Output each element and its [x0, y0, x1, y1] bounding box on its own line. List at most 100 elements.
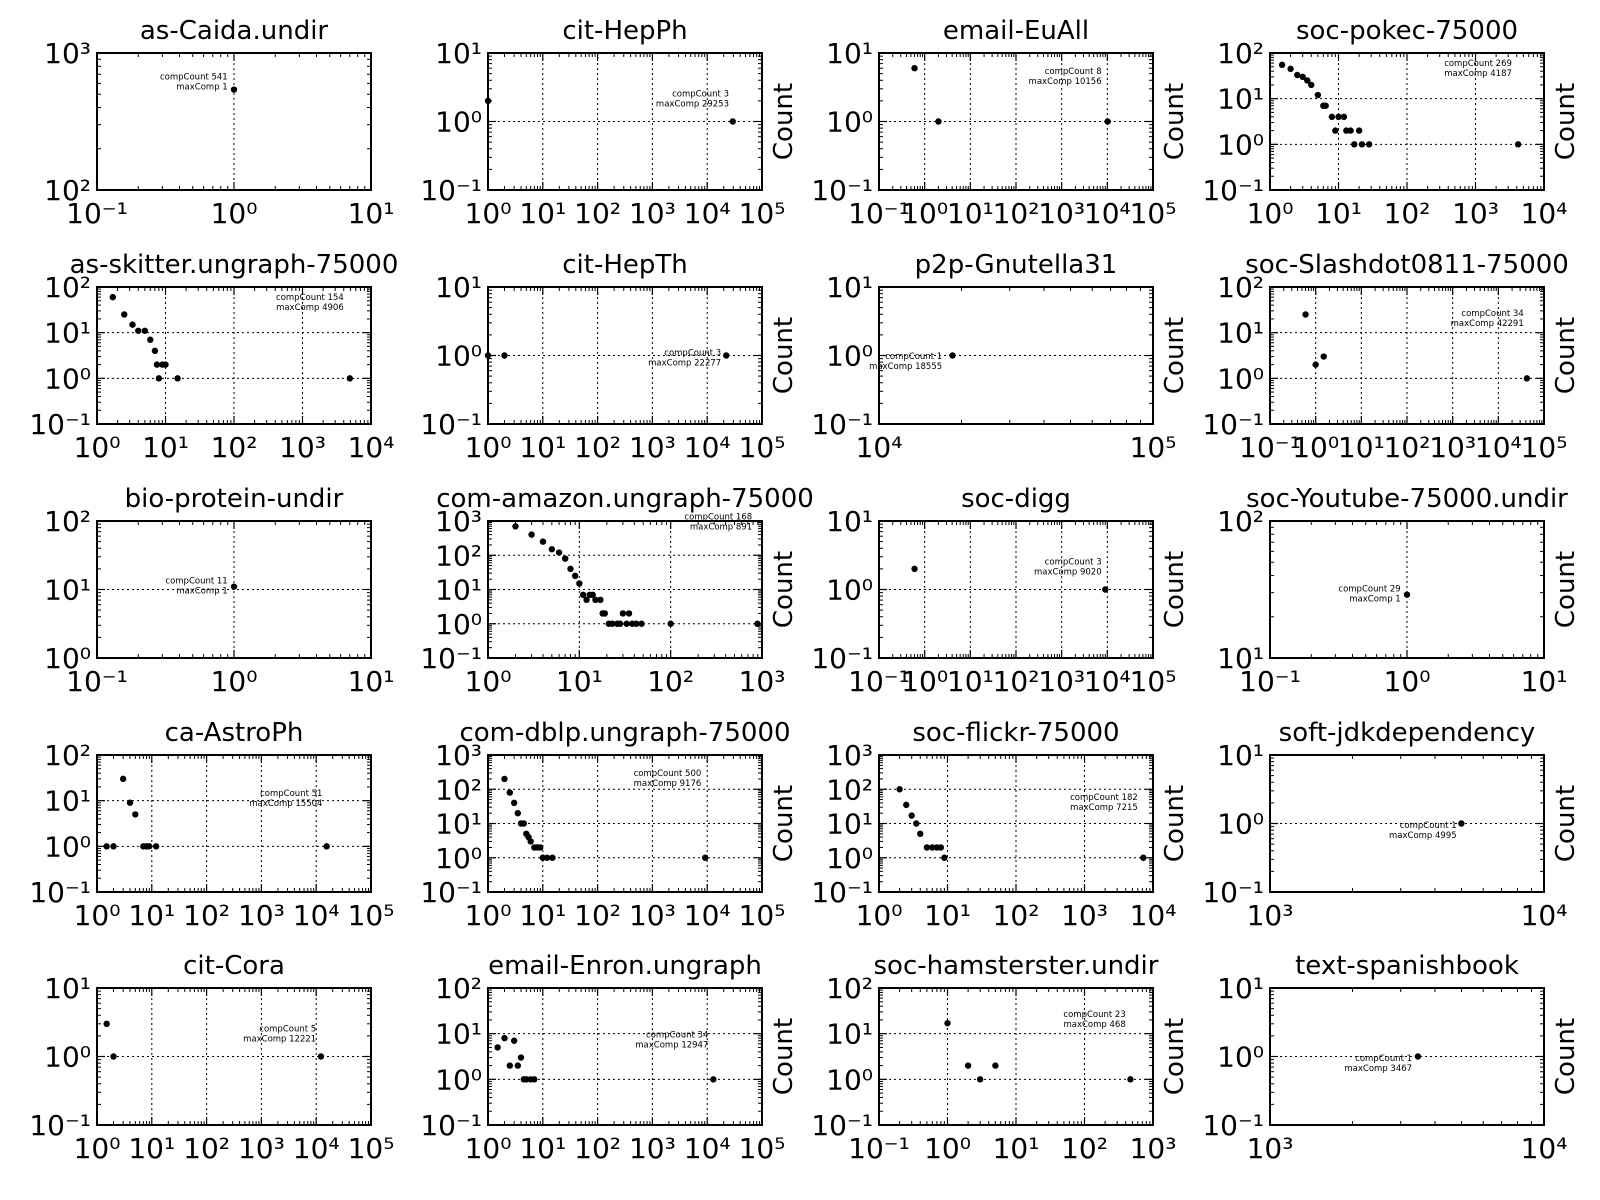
x-tick-label: 10⁴	[684, 1132, 731, 1165]
annotation-maxcomp: maxComp 29253	[656, 99, 729, 109]
y-tick-label: 10²	[44, 271, 91, 304]
data-point	[1308, 81, 1315, 89]
subplot: email-EuAll10⁻¹10⁰10¹10²10³10⁴10⁵10⁻¹10⁰…	[811, 16, 1190, 230]
x-tick-label: 10⁰	[465, 431, 512, 464]
data-point	[903, 801, 910, 809]
y-tick-label: 10⁰	[1217, 128, 1264, 161]
y-tick-label: 10⁻¹	[811, 174, 873, 207]
x-tick-label: 10⁴	[1130, 899, 1177, 932]
data-point	[141, 327, 149, 334]
subplot: p2p-Gnutella31 10⁴ 10⁵ 10⁻¹ 10⁰ 10¹ Count compC…	[811, 250, 1190, 464]
data-point	[539, 538, 547, 545]
annotation-compcount: compCount 3	[1045, 557, 1102, 567]
data-point	[1347, 127, 1354, 134]
data-point	[119, 775, 127, 783]
annotation-compcount: compCount 3	[664, 349, 721, 359]
y-tick-label: 10⁰	[44, 362, 91, 395]
x-tick-label: 10⁵	[1130, 431, 1177, 464]
data-point	[517, 1054, 525, 1061]
x-tick-label: 10⁴	[1084, 665, 1131, 698]
x-tick-label: 10⁰	[74, 431, 121, 464]
x-tick-label: 10¹	[348, 197, 395, 230]
x-tick-label: 10¹	[519, 197, 566, 230]
data-point	[583, 596, 590, 604]
y-tick-label: 10¹	[826, 271, 873, 304]
y-axis-label: Count	[1160, 551, 1190, 628]
x-tick-label: 10³	[1130, 1132, 1177, 1165]
y-tick-label: 10⁰	[435, 842, 482, 875]
data-point	[484, 97, 492, 105]
x-tick-label: 10²	[993, 665, 1040, 698]
annotation-maxcomp: maxComp 3467	[1344, 1064, 1412, 1074]
x-tick-label: 10⁵	[739, 197, 786, 230]
subplot-title: com-amazon.ungraph-75000	[436, 484, 814, 514]
data-point	[1514, 141, 1522, 148]
x-tick-label: 10⁴	[684, 431, 731, 464]
x-tick-label: 10²	[574, 431, 621, 464]
y-tick-label: 10²	[826, 972, 873, 1005]
x-tick-label: 10²	[574, 1132, 621, 1165]
y-tick-label: 10⁰	[44, 1041, 91, 1074]
subplot-title: cit-HepPh	[562, 16, 687, 46]
x-tick-label: 10³	[629, 431, 676, 464]
x-tick-label: 10⁴	[684, 197, 731, 230]
data-point	[543, 854, 551, 861]
x-tick-label: 10³	[629, 197, 676, 230]
annotation-compcount: compCount 34	[646, 1031, 708, 1041]
data-point	[1335, 113, 1342, 121]
data-point	[633, 620, 640, 627]
y-axis-label: Count	[1160, 785, 1190, 862]
y-tick-label: 10¹	[435, 574, 482, 607]
annotation-compcount: compCount 500	[634, 769, 702, 779]
x-tick-label: 10³	[1247, 899, 1294, 932]
plot-frame	[1269, 987, 1545, 1126]
data-point	[1287, 65, 1294, 73]
plot-frame	[878, 520, 1154, 659]
annotation-maxcomp: maxComp 18555	[869, 362, 942, 372]
x-tick-label: 10⁻¹	[848, 197, 910, 230]
data-point	[908, 812, 915, 819]
y-tick-label: 10⁻¹	[811, 1109, 873, 1142]
data-point	[1127, 1076, 1134, 1083]
y-tick-label: 10⁰	[1217, 808, 1264, 841]
annotation-maxcomp: maxComp 891	[690, 523, 752, 533]
plot-frame	[487, 754, 763, 893]
y-tick-label: 10⁻¹	[420, 408, 482, 441]
data-point	[510, 799, 518, 807]
y-tick-label: 10¹	[1217, 317, 1264, 350]
x-tick-label: 10³	[629, 899, 676, 932]
annotation-maxcomp: maxComp 468	[1063, 1020, 1125, 1030]
x-tick-label: 10⁻¹	[66, 197, 128, 230]
data-point	[592, 596, 599, 604]
data-point	[103, 1020, 110, 1028]
data-point	[506, 1062, 514, 1069]
x-tick-label: 10⁴	[293, 1132, 340, 1165]
data-point	[601, 610, 608, 617]
x-tick-label: 10¹	[924, 899, 971, 932]
subplot-title: as-skitter.ungraph-75000	[70, 250, 399, 280]
data-point	[1104, 118, 1111, 125]
x-tick-label: 10¹	[947, 665, 994, 698]
data-point	[1355, 127, 1363, 134]
data-point	[1340, 113, 1348, 121]
y-tick-label: 10¹	[435, 808, 482, 841]
x-tick-label: 10⁵	[739, 431, 786, 464]
data-point	[597, 596, 604, 604]
plot-frame	[96, 52, 372, 191]
y-axis-label: Count	[769, 785, 799, 862]
y-tick-label: 10⁻¹	[420, 1109, 482, 1142]
annotation-maxcomp: maxComp 4995	[1389, 831, 1457, 841]
data-point	[514, 809, 522, 817]
annotation-compcount: compCount 8	[1045, 67, 1102, 77]
plot-frame	[1269, 286, 1545, 425]
y-tick-label: 10³	[435, 739, 482, 772]
y-tick-label: 10⁻¹	[29, 1109, 91, 1142]
y-tick-label: 10¹	[435, 37, 482, 70]
data-point	[162, 361, 169, 368]
annotation-compcount: compCount 29	[1338, 585, 1400, 595]
